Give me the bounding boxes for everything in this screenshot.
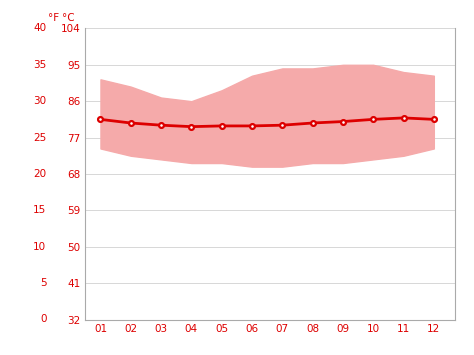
Text: °C: °C [63, 12, 75, 23]
Text: 15: 15 [33, 205, 46, 215]
Text: 20: 20 [33, 169, 46, 179]
Text: 5: 5 [40, 278, 46, 288]
Text: 0: 0 [40, 315, 46, 324]
Text: 40: 40 [33, 23, 46, 33]
Text: 10: 10 [33, 242, 46, 252]
Text: 25: 25 [33, 132, 46, 143]
Text: °F: °F [48, 12, 59, 23]
Text: 35: 35 [33, 60, 46, 70]
Text: 30: 30 [33, 96, 46, 106]
